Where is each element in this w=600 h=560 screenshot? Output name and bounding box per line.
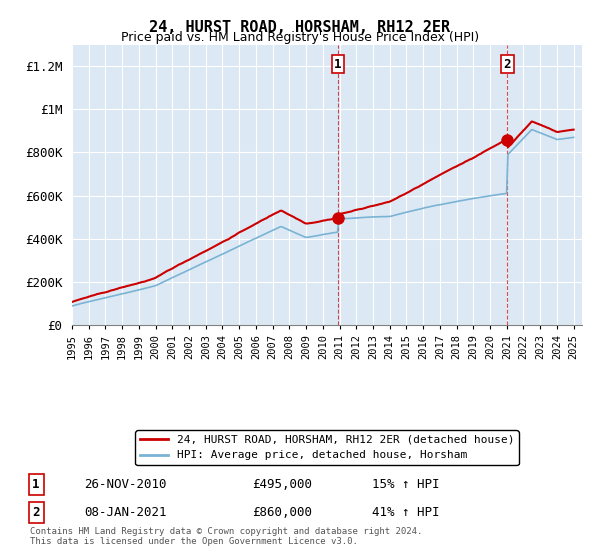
- Text: Contains HM Land Registry data © Crown copyright and database right 2024.
This d: Contains HM Land Registry data © Crown c…: [30, 526, 422, 546]
- Text: 2: 2: [503, 58, 511, 71]
- Text: £860,000: £860,000: [252, 506, 312, 519]
- Text: 24, HURST ROAD, HORSHAM, RH12 2ER: 24, HURST ROAD, HORSHAM, RH12 2ER: [149, 20, 451, 35]
- Legend: 24, HURST ROAD, HORSHAM, RH12 2ER (detached house), HPI: Average price, detached: 24, HURST ROAD, HORSHAM, RH12 2ER (detac…: [136, 431, 518, 465]
- Text: £495,000: £495,000: [252, 478, 312, 491]
- Text: 41% ↑ HPI: 41% ↑ HPI: [372, 506, 439, 519]
- Text: 26-NOV-2010: 26-NOV-2010: [84, 478, 167, 491]
- Text: 08-JAN-2021: 08-JAN-2021: [84, 506, 167, 519]
- Text: 1: 1: [32, 478, 40, 491]
- Text: 1: 1: [334, 58, 341, 71]
- Text: Price paid vs. HM Land Registry's House Price Index (HPI): Price paid vs. HM Land Registry's House …: [121, 31, 479, 44]
- Text: 15% ↑ HPI: 15% ↑ HPI: [372, 478, 439, 491]
- Text: 2: 2: [32, 506, 40, 519]
